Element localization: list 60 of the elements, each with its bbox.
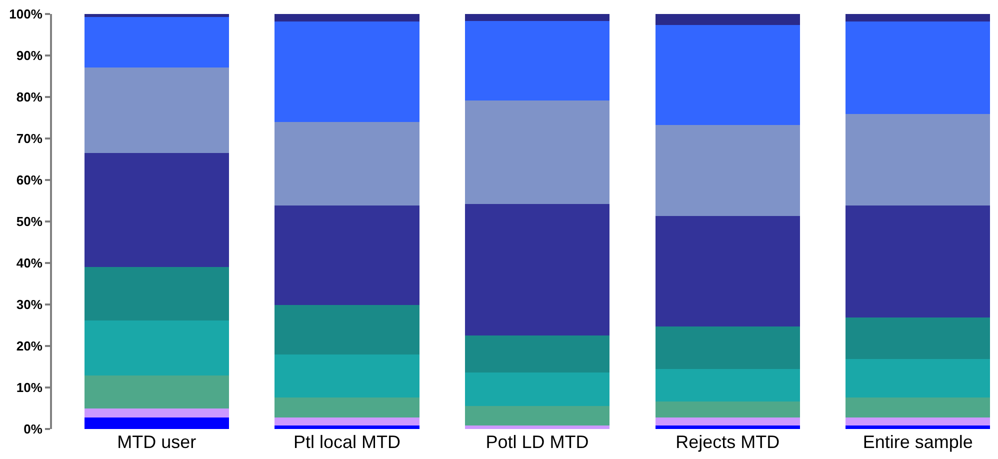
bar xyxy=(846,417,990,426)
bar xyxy=(84,320,229,376)
bar xyxy=(84,417,229,429)
bar xyxy=(655,14,800,26)
bar xyxy=(464,372,610,406)
y-tick-label: 90% xyxy=(16,48,43,64)
bar xyxy=(655,216,800,326)
bar xyxy=(846,358,990,398)
bar xyxy=(274,397,420,418)
bar xyxy=(846,14,990,22)
bar xyxy=(274,354,420,398)
bar xyxy=(274,304,420,355)
y-tick-label: 10% xyxy=(16,380,43,396)
x-tick-label: MTD user xyxy=(117,432,196,452)
bar xyxy=(274,14,420,22)
y-tick-label: 100% xyxy=(9,6,43,22)
bar xyxy=(464,204,610,336)
bar xyxy=(846,206,990,318)
bar xyxy=(274,21,420,122)
y-tick-label: 0% xyxy=(24,422,43,437)
bar xyxy=(274,122,420,206)
y-tick-label: 20% xyxy=(16,338,43,354)
bar xyxy=(464,406,610,426)
x-tick-label: Entire sample xyxy=(862,432,973,452)
y-tick-label: 70% xyxy=(16,131,43,146)
bar xyxy=(655,417,800,426)
bar xyxy=(846,397,990,418)
y-tick-label: 80% xyxy=(16,90,43,105)
bar xyxy=(846,317,990,359)
bar xyxy=(655,326,800,369)
x-tick-label: Rejects MTD xyxy=(676,432,780,452)
bar xyxy=(464,21,610,101)
bar xyxy=(84,68,229,154)
bar xyxy=(846,21,990,114)
bar xyxy=(84,14,229,17)
bar xyxy=(464,100,610,204)
bar xyxy=(464,426,610,429)
bar xyxy=(84,408,229,418)
bar xyxy=(84,16,229,68)
bar xyxy=(846,426,990,429)
bar xyxy=(655,368,800,402)
bar xyxy=(84,267,229,320)
bar xyxy=(274,425,420,429)
y-tick-label: 30% xyxy=(16,297,43,312)
x-tick-label: Ptl local MTD xyxy=(293,432,400,452)
bar xyxy=(655,402,800,418)
bar xyxy=(464,336,610,373)
bar xyxy=(84,153,229,268)
x-tick-label: Potl LD MTD xyxy=(486,432,589,452)
y-tick-label: 40% xyxy=(16,256,43,271)
bar xyxy=(464,14,610,22)
y-tick-label: 60% xyxy=(16,172,43,188)
bar xyxy=(84,375,229,409)
bar xyxy=(846,114,990,206)
bar xyxy=(655,124,800,216)
bar xyxy=(274,417,420,426)
bar xyxy=(655,25,800,125)
bar xyxy=(274,206,420,305)
bar xyxy=(655,426,800,429)
y-tick-label: 50% xyxy=(16,214,43,230)
